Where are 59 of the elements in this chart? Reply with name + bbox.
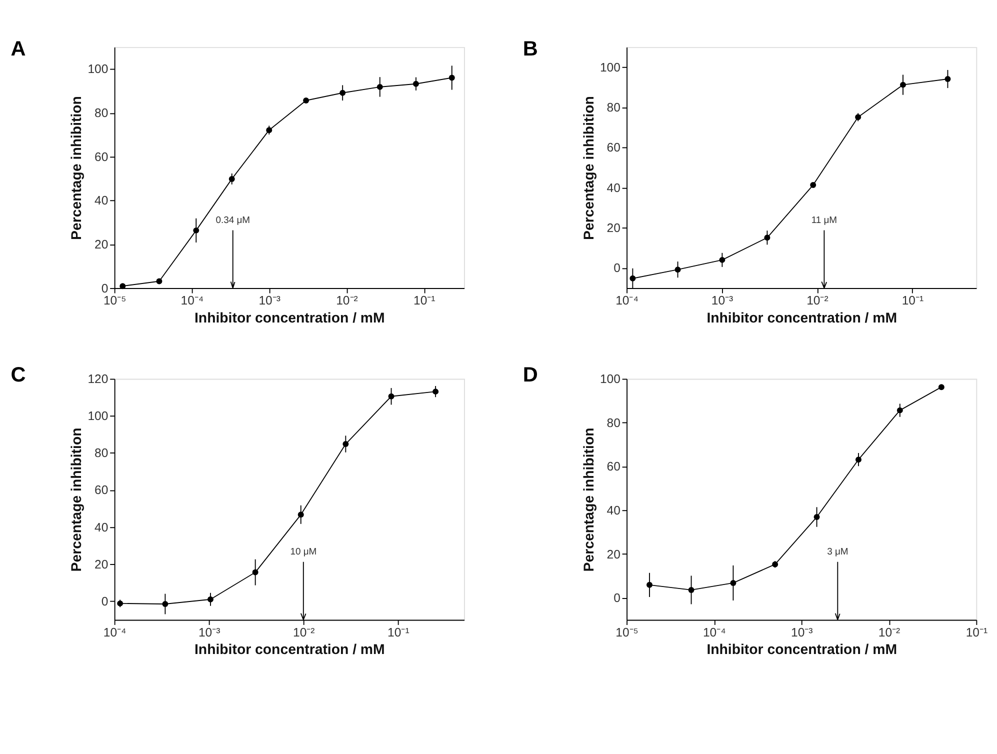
y-tick-label: 100	[600, 60, 621, 74]
ref-line-label: 11 μM	[811, 214, 838, 226]
x-tick-label: 10⁻²	[293, 625, 315, 640]
y-tick-label: 40	[606, 503, 621, 518]
y-tick-label: 0	[101, 281, 108, 296]
x-axis-title: Inhibitor concentration / mM	[706, 642, 898, 658]
x-tick-label: 10⁻²	[336, 294, 358, 308]
x-tick-label: 10⁻⁴	[103, 625, 126, 640]
y-tick-label: 0	[614, 591, 621, 606]
y-axis-title: Percentage inhibition	[69, 428, 86, 572]
x-axis-title: Inhibitor concentration / mM	[194, 310, 385, 327]
y-tick-label: 100	[88, 409, 108, 424]
y-tick-label: 20	[94, 237, 108, 252]
ref-line-label: 3 μM	[827, 546, 848, 558]
y-tick-label: 60	[94, 150, 108, 164]
x-tick-label: 10⁻³	[790, 625, 813, 640]
x-tick-label: 10⁻¹	[902, 294, 924, 308]
x-tick-label: 10⁻¹	[413, 294, 436, 308]
y-tick-label: 60	[606, 460, 621, 474]
x-tick-label: 10⁻¹	[388, 625, 410, 640]
y-tick-label: 60	[94, 483, 108, 498]
y-tick-label: 40	[94, 520, 108, 534]
y-tick-label: 80	[94, 106, 108, 120]
y-tick-label: 20	[94, 557, 108, 572]
y-axis-title: Percentage inhibition	[581, 428, 598, 572]
x-tick-label: 10⁻⁴	[180, 294, 204, 308]
y-tick-label: 0	[614, 261, 621, 276]
y-tick-label: 100	[600, 372, 621, 386]
x-axis-title: Inhibitor concentration / mM	[194, 642, 385, 658]
x-tick-label: 10⁻⁵	[616, 625, 638, 640]
y-tick-label: 20	[606, 547, 621, 562]
chart-title: B	[522, 38, 538, 61]
y-axis-title: Percentage inhibition	[581, 96, 598, 240]
x-tick-label: 10⁻²	[806, 294, 828, 308]
y-tick-label: 40	[606, 180, 621, 195]
y-tick-label: 60	[606, 140, 621, 155]
ref-line-label: 0.34 μM	[216, 214, 250, 226]
x-tick-label: 10⁻⁴	[616, 294, 638, 308]
y-axis-title: Percentage inhibition	[69, 96, 86, 240]
x-tick-label: 10⁻¹	[966, 625, 988, 640]
chart-title: A	[10, 38, 26, 61]
y-tick-label: 100	[88, 62, 108, 76]
y-tick-label: 20	[606, 221, 621, 236]
ref-line-label: 10 μM	[290, 546, 317, 558]
y-tick-label: 40	[94, 194, 108, 208]
x-axis-title: Inhibitor concentration / mM	[706, 310, 898, 327]
y-tick-label: 80	[606, 100, 621, 115]
x-tick-label: 10⁻³	[198, 625, 220, 640]
x-tick-label: 10⁻³	[711, 294, 734, 308]
x-tick-label: 10⁻⁵	[103, 294, 126, 308]
chart-title: C	[10, 364, 26, 387]
x-tick-label: 10⁻²	[878, 625, 900, 640]
x-tick-label: 10⁻³	[258, 294, 280, 308]
y-tick-label: 0	[101, 594, 108, 608]
y-tick-label: 120	[88, 372, 108, 386]
chart-title: D	[522, 364, 538, 387]
y-tick-label: 80	[606, 416, 621, 430]
x-tick-label: 10⁻⁴	[702, 625, 726, 640]
y-tick-label: 80	[94, 446, 108, 460]
